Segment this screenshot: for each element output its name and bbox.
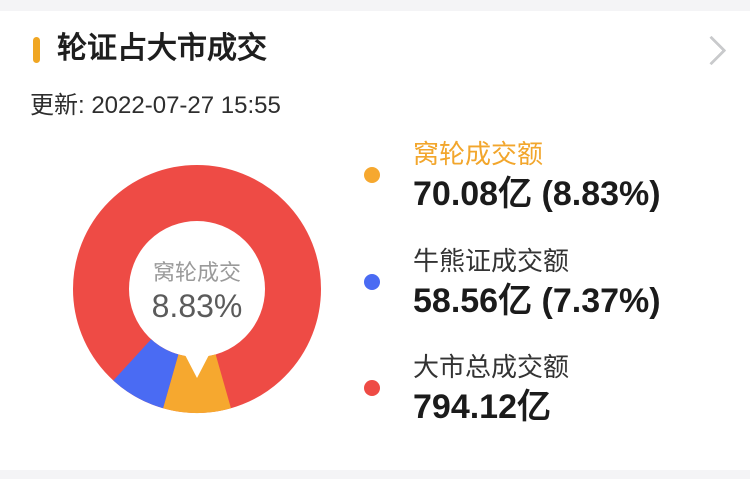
title-accent-bar <box>33 37 40 63</box>
page-title: 轮证占大市成交 <box>57 32 267 65</box>
legend-label-cbbc: 牛熊证成交额 <box>413 246 570 276</box>
update-timestamp: 更新: 2022-07-27 15:55 <box>30 92 281 119</box>
chevron-right-icon[interactable] <box>696 35 727 66</box>
legend-item-market-total: 大市总成交额 794.12亿 <box>363 352 743 426</box>
legend-value-market-total: 794.12亿 <box>413 388 551 426</box>
legend-value-warrant: 70.08亿 (8.83%) <box>413 175 661 213</box>
legend-label-warrant: 窝轮成交额 <box>413 139 544 169</box>
legend-dot-market-total <box>364 380 380 396</box>
legend-dot-cbbc <box>364 274 380 290</box>
legend-dot-warrant <box>364 167 380 183</box>
legend-item-cbbc: 牛熊证成交额 58.56亿 (7.37%) <box>363 246 743 320</box>
donut-chart <box>73 165 321 414</box>
legend-value-cbbc: 58.56亿 (7.37%) <box>413 282 661 320</box>
legend-label-market-total: 大市总成交额 <box>413 352 570 382</box>
legend-item-warrant: 窝轮成交额 70.08亿 (8.83%) <box>363 139 743 213</box>
warrant-turnover-card: 轮证占大市成交 更新: 2022-07-27 15:55 窝轮成交 8.83% … <box>0 11 750 470</box>
